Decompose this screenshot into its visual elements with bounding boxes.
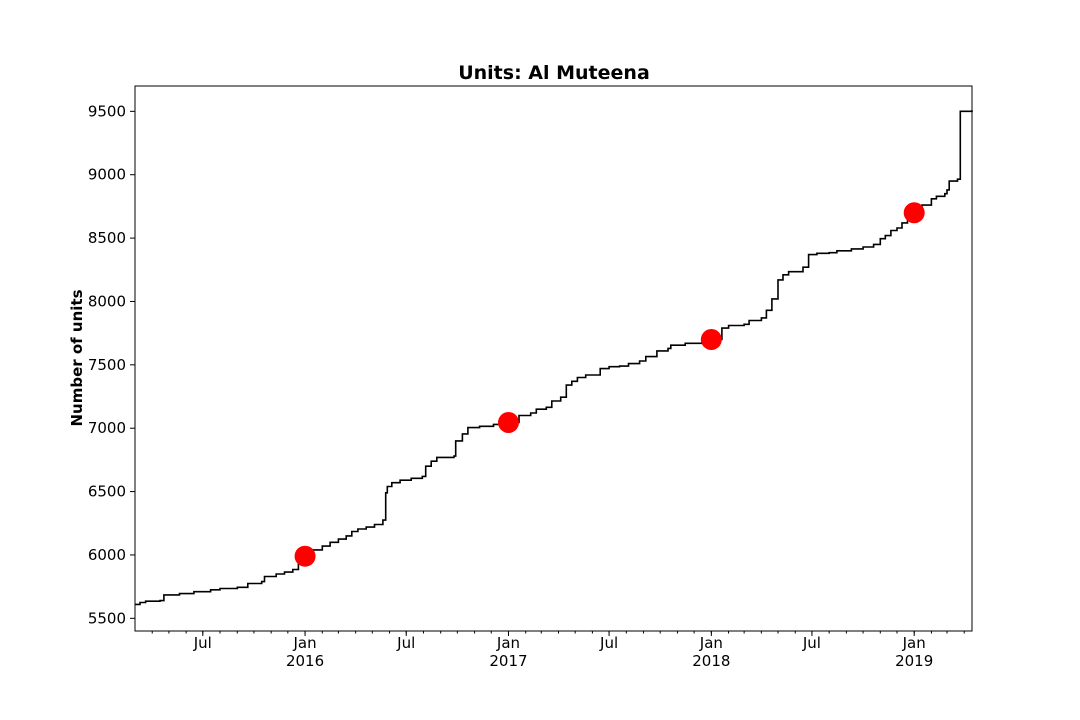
highlight-marker bbox=[903, 202, 925, 224]
highlight-markers bbox=[294, 202, 925, 567]
plot-frame bbox=[134, 85, 973, 632]
highlight-marker bbox=[700, 328, 722, 350]
y-tick-label: 8000 bbox=[88, 292, 126, 310]
x-tick-year-label: 2016 bbox=[286, 652, 324, 670]
chart-title: Units: Al Muteena bbox=[458, 62, 650, 84]
x-tick-label: Jan bbox=[699, 634, 723, 652]
x-tick-year-label: 2017 bbox=[489, 652, 527, 670]
x-tick-label: Jul bbox=[802, 634, 821, 652]
y-tick-label: 7000 bbox=[88, 419, 126, 437]
series-line bbox=[135, 110, 973, 606]
x-tick-label: Jul bbox=[599, 634, 618, 652]
y-tick-label: 9500 bbox=[88, 102, 126, 120]
x-tick-label: Jan bbox=[496, 634, 520, 652]
y-tick-label: 6000 bbox=[88, 546, 126, 564]
y-tick-label: 7500 bbox=[88, 356, 126, 374]
y-tick-label: 6500 bbox=[88, 483, 126, 501]
x-tick-year-label: 2019 bbox=[895, 652, 933, 670]
y-tick-label: 9000 bbox=[88, 166, 126, 184]
x-tick-label: Jul bbox=[193, 634, 212, 652]
y-tick-label: 5500 bbox=[88, 609, 126, 627]
highlight-marker bbox=[294, 545, 316, 567]
x-tick-label: Jul bbox=[396, 634, 415, 652]
x-tick-year-label: 2018 bbox=[692, 652, 730, 670]
y-axis-label: Number of units bbox=[68, 289, 86, 426]
x-tick-label: Jan bbox=[293, 634, 317, 652]
y-tick-label: 8500 bbox=[88, 229, 126, 247]
highlight-marker bbox=[497, 412, 519, 434]
x-tick-label: Jan bbox=[902, 634, 926, 652]
y-axis: 5500 6000 6500 7000 7500 8000 8500 9000 9500 bbox=[88, 102, 135, 627]
